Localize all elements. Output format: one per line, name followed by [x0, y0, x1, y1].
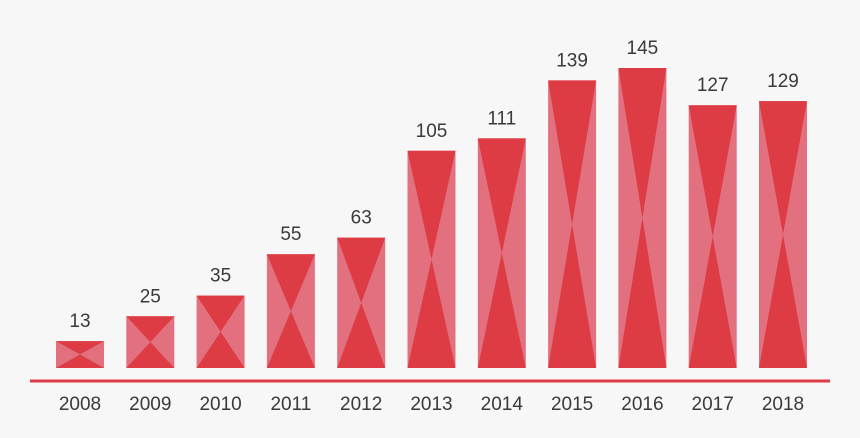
bar-top-triangle — [759, 101, 807, 235]
bar-top-triangle — [196, 295, 245, 332]
x-tick-label-2014: 2014 — [481, 394, 524, 415]
x-tick-label-2012: 2012 — [340, 394, 382, 415]
x-tick-label-2010: 2010 — [199, 394, 241, 415]
bar-2015 — [548, 80, 597, 369]
value-label-2016: 145 — [627, 38, 659, 59]
value-label-2014: 111 — [487, 108, 516, 129]
value-label-2010: 35 — [210, 266, 231, 287]
value-label-2009: 25 — [140, 286, 161, 307]
bar-bottom-triangle — [548, 224, 597, 368]
bars-group — [56, 68, 807, 369]
value-label-2012: 63 — [351, 208, 372, 229]
bar-bottom-triangle — [196, 331, 245, 368]
bar-2017 — [688, 105, 737, 368]
bar-top-triangle — [548, 80, 597, 225]
x-tick-label-2015: 2015 — [551, 394, 593, 415]
x-tick-label-2009: 2009 — [129, 394, 171, 415]
bar-2013 — [407, 150, 456, 368]
x-tick-label-2016: 2016 — [621, 394, 663, 415]
value-label-2017: 127 — [697, 75, 729, 96]
bar-bottom-triangle — [759, 234, 807, 368]
bar-top-triangle — [618, 68, 667, 218]
bar-bottom-triangle — [618, 218, 667, 368]
x-tick-label-2013: 2013 — [410, 394, 452, 415]
value-label-2013: 105 — [416, 121, 448, 142]
value-label-2008: 13 — [69, 311, 90, 332]
bar-bottom-triangle — [477, 253, 526, 368]
bar-top-triangle — [337, 237, 386, 303]
x-tick-labels-group: 2008 2009 2010 2011 2012 2013 2014 2015 2016 2017… — [59, 394, 804, 415]
bar-2010 — [196, 295, 245, 368]
value-label-2011: 55 — [280, 224, 301, 245]
x-tick-label-2018: 2018 — [762, 394, 804, 415]
value-labels-group: 13 25 35 55 63 105 111 139 145 127 129 — [69, 38, 798, 332]
bar-2008 — [56, 341, 104, 368]
bar-top-triangle — [688, 105, 737, 237]
x-tick-label-2017: 2017 — [692, 394, 734, 415]
bar-top-triangle — [407, 150, 456, 260]
bar-top-triangle — [56, 341, 104, 355]
bar-bottom-triangle — [688, 236, 737, 368]
bar-bottom-triangle — [407, 259, 456, 368]
value-label-2018: 129 — [767, 71, 799, 92]
bar-2012 — [337, 237, 386, 368]
bar-bottom-triangle — [126, 342, 175, 368]
bar-2011 — [266, 254, 315, 368]
bar-2014 — [477, 138, 526, 368]
x-tick-label-2011: 2011 — [270, 394, 311, 415]
value-label-2015: 139 — [556, 50, 588, 71]
bar-2016 — [618, 68, 667, 368]
bar-top-triangle — [266, 254, 315, 312]
bar-bottom-triangle — [56, 354, 104, 368]
bar-bottom-triangle — [266, 311, 315, 368]
bar-bottom-triangle — [337, 302, 386, 368]
bar-top-triangle — [477, 138, 526, 254]
x-tick-label-2008: 2008 — [59, 394, 101, 415]
bar-2018 — [759, 101, 807, 368]
bar-top-triangle — [126, 316, 175, 343]
bar-2009 — [126, 316, 175, 368]
